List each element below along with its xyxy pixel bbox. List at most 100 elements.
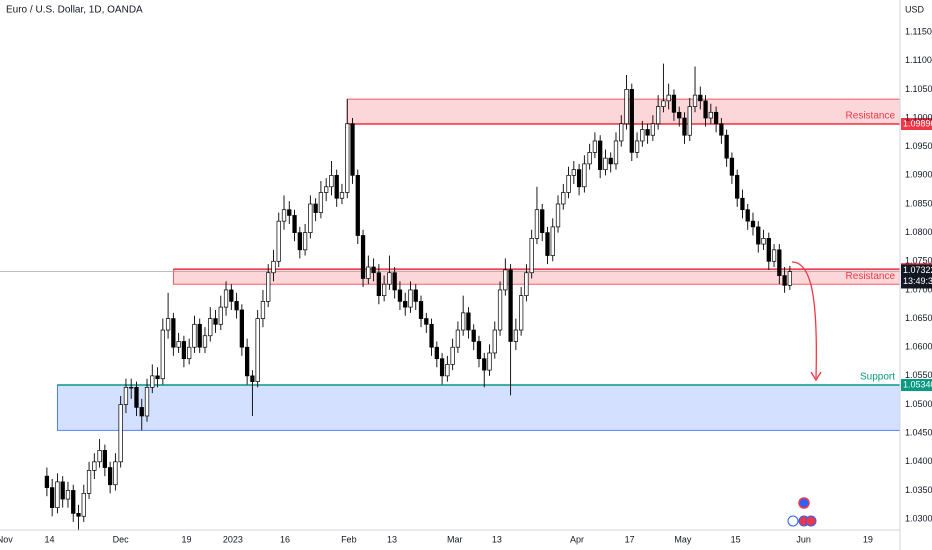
candle-body <box>197 323 202 348</box>
event-icon[interactable] <box>787 515 799 527</box>
candle-body <box>561 192 566 205</box>
candle-body <box>513 329 519 342</box>
candle-body <box>276 220 281 262</box>
candle-body <box>439 358 445 377</box>
x-tick-label: 2023 <box>223 534 243 544</box>
candle-body <box>503 269 508 291</box>
candle-body <box>287 209 292 216</box>
candle-body <box>44 475 50 488</box>
y-tick-label: 1.04000 <box>905 456 932 466</box>
candle-body <box>239 309 245 348</box>
candle-body <box>429 323 434 348</box>
candle-body <box>508 269 513 342</box>
candle-body <box>123 386 129 405</box>
candle-body <box>455 329 461 348</box>
candle-body <box>155 375 160 380</box>
candle-body <box>97 450 102 463</box>
candle-body <box>461 312 466 331</box>
candle-body <box>408 289 413 308</box>
candle-body <box>761 238 766 245</box>
candle-body <box>371 266 376 274</box>
candle-body <box>360 235 366 279</box>
candle-body <box>107 467 113 486</box>
candle-body <box>740 197 745 211</box>
last-price-tag <box>901 264 932 289</box>
candle-body <box>424 318 429 325</box>
plot-area <box>0 63 901 531</box>
y-tick-label: 1.09000 <box>905 170 932 180</box>
candle-body <box>65 490 71 500</box>
candle-body <box>571 169 576 176</box>
candle-body <box>756 226 761 245</box>
candle-body <box>355 174 360 236</box>
candle-body <box>213 318 218 325</box>
x-tick-label: Apr <box>570 534 584 544</box>
candle-body <box>766 238 771 262</box>
candle-body <box>771 249 777 262</box>
candle-body <box>376 272 382 297</box>
candle-body <box>598 140 603 170</box>
y-tick-label: 1.10500 <box>905 84 932 94</box>
candle-body <box>592 140 598 153</box>
candle-body <box>777 249 782 276</box>
candle-body <box>71 490 76 514</box>
candle-body <box>229 289 234 302</box>
y-tick-label: 1.06500 <box>905 313 932 323</box>
y-tick-label: 1.03000 <box>905 513 932 523</box>
candle-body <box>655 106 661 125</box>
candle-body <box>165 318 171 331</box>
y-tick-label: 1.04500 <box>905 428 932 438</box>
candle-body <box>534 209 540 239</box>
y-tick-label: 1.08500 <box>905 198 932 208</box>
candle-body <box>234 301 239 311</box>
candle-body <box>729 157 735 176</box>
candle-body <box>223 289 229 308</box>
x-tick-label: Dec <box>113 534 130 544</box>
zone-label: Resistance <box>846 271 896 282</box>
candle-body <box>218 306 223 325</box>
candle-body <box>329 174 334 188</box>
candle-body <box>334 174 339 199</box>
candle-body <box>324 186 329 193</box>
candle-body <box>466 312 471 331</box>
x-tick-label: Nov <box>0 534 13 544</box>
x-tick-label: May <box>674 534 692 544</box>
x-tick-label: 13 <box>387 534 397 544</box>
candle-body <box>181 341 187 360</box>
candle-body <box>529 238 534 274</box>
event-icon[interactable] <box>798 497 810 509</box>
candle-body <box>582 163 587 188</box>
y-tick-label: 1.07500 <box>905 256 932 266</box>
y-tick-label: 1.10000 <box>905 112 932 122</box>
candle-body <box>345 123 350 193</box>
candle-body <box>144 386 150 417</box>
candle-body <box>497 289 503 331</box>
candle-body <box>724 134 729 159</box>
y-tick-label: 1.05000 <box>905 399 932 409</box>
candle-body <box>302 232 308 251</box>
candle-body <box>171 318 176 348</box>
candle-body <box>471 329 476 342</box>
y-tick-label: 1.11000 <box>905 55 932 65</box>
candle-body <box>297 232 302 251</box>
candle-body <box>113 461 118 486</box>
candle-body <box>387 272 392 285</box>
candle-body <box>524 272 529 297</box>
candle-body <box>545 232 550 256</box>
countdown-label: 13:49:35 <box>903 276 932 286</box>
candle-body <box>566 174 571 193</box>
candle-body <box>713 111 719 125</box>
chart-title: Euro / U.S. Dollar, 1D, OANDA <box>6 5 143 16</box>
candle-body <box>202 335 208 348</box>
candle-body <box>666 94 671 102</box>
candle-body <box>250 375 255 382</box>
candle-body <box>576 169 582 188</box>
projection-arrow <box>791 261 817 379</box>
candle-body <box>81 492 86 517</box>
x-tick-label: 15 <box>731 534 741 544</box>
candle-body <box>318 192 324 213</box>
event-icon[interactable] <box>805 515 817 527</box>
candle-body <box>244 346 250 377</box>
candle-body <box>677 111 682 119</box>
candle-body <box>629 89 634 153</box>
